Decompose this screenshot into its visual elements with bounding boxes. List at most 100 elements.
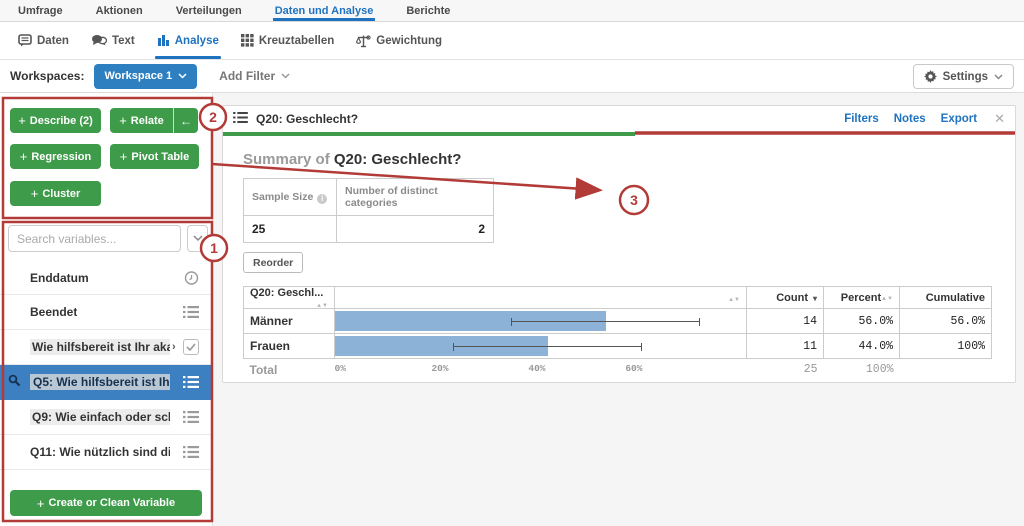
plus-icon: + bbox=[36, 495, 45, 511]
tab-aktionen[interactable]: Aktionen bbox=[95, 4, 143, 17]
add-filter-button[interactable]: Add Filter bbox=[219, 69, 290, 83]
sort-icon[interactable]: ▲▼ bbox=[316, 303, 328, 309]
total-count: 25 bbox=[746, 358, 824, 381]
cumulative-value: 100% bbox=[899, 333, 992, 359]
bar-column-header[interactable]: ▲▼ bbox=[334, 286, 747, 309]
variable-column-header[interactable]: Q20: Geschl... ▲▼ bbox=[243, 286, 335, 309]
chevron-down-icon bbox=[178, 73, 187, 79]
categorical-list-icon bbox=[233, 110, 248, 128]
bar-maenner bbox=[335, 311, 606, 331]
search-dropdown-button[interactable] bbox=[187, 225, 208, 252]
close-icon[interactable]: ✕ bbox=[994, 111, 1005, 126]
checkbox-icon[interactable] bbox=[183, 339, 199, 355]
relate-label: Relate bbox=[130, 114, 164, 127]
variable-label: Enddatum bbox=[30, 270, 89, 285]
tab-umfrage[interactable]: Umfrage bbox=[18, 4, 63, 17]
summary-heading: Summary of Q20: Geschlecht? bbox=[243, 151, 461, 168]
chat-bubbles-icon bbox=[91, 34, 107, 47]
variable-row-q5-selected[interactable]: Q5: Wie hilfsbereit ist Ihr a... bbox=[0, 365, 213, 400]
variable-list: Enddatum Beendet Wie hilfsbereit ist Ihr… bbox=[0, 261, 213, 470]
describe-label: Describe (2) bbox=[29, 114, 93, 127]
plus-icon: + bbox=[119, 149, 128, 164]
workspace-name: Workspace 1 bbox=[104, 70, 173, 82]
pivot-table-button[interactable]: + Pivot Table bbox=[110, 144, 199, 169]
percent-value: 56.0% bbox=[823, 308, 900, 334]
sort-icon[interactable]: ▲▼ bbox=[881, 295, 893, 302]
distinct-categories-value: 2 bbox=[336, 215, 494, 243]
tab-gewichtung-label: Gewichtung bbox=[376, 34, 443, 47]
variable-row-beendet[interactable]: Beendet bbox=[0, 295, 213, 330]
cumulative-column-header[interactable]: Cumulative bbox=[899, 286, 992, 309]
bar-cell bbox=[334, 308, 747, 334]
tab-berichte[interactable]: Berichte bbox=[406, 4, 451, 17]
notes-link[interactable]: Notes bbox=[893, 113, 926, 125]
percent-value: 44.0% bbox=[823, 333, 900, 359]
search-variables-input[interactable] bbox=[8, 225, 181, 252]
scale-icon bbox=[356, 34, 371, 48]
variable-column-label: Q20: Geschl... bbox=[250, 287, 324, 300]
cluster-button[interactable]: + Cluster bbox=[10, 181, 101, 206]
describe-button[interactable]: + Describe (2) bbox=[10, 108, 101, 133]
axis-tick-label: 40% bbox=[528, 363, 546, 374]
variable-row-wie-hilfsbereit[interactable]: Wie hilfsbereit ist Ihr akade... › bbox=[0, 330, 213, 365]
tab-daten[interactable]: Daten bbox=[18, 22, 69, 59]
info-icon[interactable]: i bbox=[317, 193, 328, 204]
relate-back-arrow-button[interactable]: ← bbox=[174, 108, 198, 133]
confidence-interval bbox=[511, 318, 701, 326]
analysis-sub-navigation: Daten Text Analyse Kreuztabellen Gewicht… bbox=[0, 22, 1024, 60]
axis-labels-cell: 0% 20% 40% 60% bbox=[334, 358, 747, 381]
plus-icon: + bbox=[119, 113, 127, 128]
confidence-interval bbox=[453, 343, 643, 351]
variable-search-row bbox=[8, 225, 208, 252]
variable-label: Beendet bbox=[30, 305, 78, 319]
tab-analyse-label: Analyse bbox=[174, 34, 219, 47]
add-filter-label: Add Filter bbox=[219, 69, 276, 83]
workspace-selector-button[interactable]: Workspace 1 bbox=[94, 63, 198, 89]
table-row-frauen[interactable]: Frauen 11 44.0% 100% bbox=[243, 333, 992, 359]
filters-link[interactable]: Filters bbox=[844, 113, 879, 125]
export-link[interactable]: Export bbox=[940, 113, 978, 125]
gear-icon bbox=[923, 70, 937, 83]
table-row-maenner[interactable]: Männer 14 56.0% 56.0% bbox=[243, 308, 992, 334]
workspace-bar: Workspaces: Workspace 1 Add Filter Setti… bbox=[0, 60, 1024, 93]
regression-button[interactable]: + Regression bbox=[10, 144, 101, 169]
variable-row-enddatum[interactable]: Enddatum bbox=[0, 261, 213, 295]
relate-button-group: + Relate ← bbox=[110, 108, 198, 133]
tab-text-label: Text bbox=[111, 34, 135, 47]
sample-size-header: Sample Size i bbox=[243, 178, 337, 216]
count-column-header[interactable]: Count ▾ bbox=[746, 286, 824, 309]
categorical-list-icon bbox=[183, 411, 199, 423]
tab-gewichtung[interactable]: Gewichtung bbox=[356, 22, 442, 59]
clock-icon bbox=[184, 270, 199, 285]
plus-icon: + bbox=[18, 113, 26, 128]
frequency-table: Q20: Geschl... ▲▼ ▲▼ Count ▾ Percent ▲▼ Cum… bbox=[243, 286, 992, 381]
reorder-button[interactable]: Reorder bbox=[243, 252, 304, 273]
analysis-panel: Q20: Geschlecht? Filters Notes Export ✕ … bbox=[222, 105, 1016, 383]
create-or-clean-variable-button[interactable]: + Create or Clean Variable bbox=[10, 490, 202, 516]
settings-button[interactable]: Settings bbox=[912, 64, 1014, 89]
pivot-table-label: Pivot Table bbox=[131, 150, 190, 163]
total-label: Total bbox=[243, 358, 335, 381]
axis-tick-label: 0% bbox=[334, 363, 346, 374]
frequency-table-header-row: Q20: Geschl... ▲▼ ▲▼ Count ▾ Percent ▲▼ Cum… bbox=[243, 286, 992, 309]
sort-desc-icon: ▾ bbox=[812, 293, 817, 303]
data-bubble-icon bbox=[18, 34, 32, 47]
relate-button[interactable]: + Relate bbox=[110, 108, 174, 133]
progress-green-segment bbox=[223, 132, 635, 136]
variable-row-q11[interactable]: Q11: Wie nützlich sind die i... bbox=[0, 435, 213, 470]
cumulative-column-label: Cumulative bbox=[925, 291, 985, 304]
tab-verteilungen[interactable]: Verteilungen bbox=[175, 4, 242, 17]
variable-row-q9[interactable]: Q9: Wie einfach oder schwi... bbox=[0, 400, 213, 435]
panel-header: Q20: Geschlecht? Filters Notes Export ✕ bbox=[223, 106, 1015, 132]
percent-column-header[interactable]: Percent ▲▼ bbox=[823, 286, 900, 309]
tab-daten-label: Daten bbox=[37, 34, 69, 47]
bar-frauen bbox=[335, 336, 548, 356]
tab-kreuztabellen[interactable]: Kreuztabellen bbox=[240, 22, 334, 59]
sort-icon[interactable]: ▲▼ bbox=[728, 297, 740, 303]
tab-text[interactable]: Text bbox=[91, 22, 135, 59]
tab-analyse[interactable]: Analyse bbox=[154, 22, 221, 59]
categorical-list-icon bbox=[183, 446, 199, 458]
categorical-list-icon bbox=[183, 306, 199, 318]
chevron-down-icon bbox=[994, 73, 1003, 80]
tab-daten-und-analyse[interactable]: Daten und Analyse bbox=[272, 0, 375, 21]
